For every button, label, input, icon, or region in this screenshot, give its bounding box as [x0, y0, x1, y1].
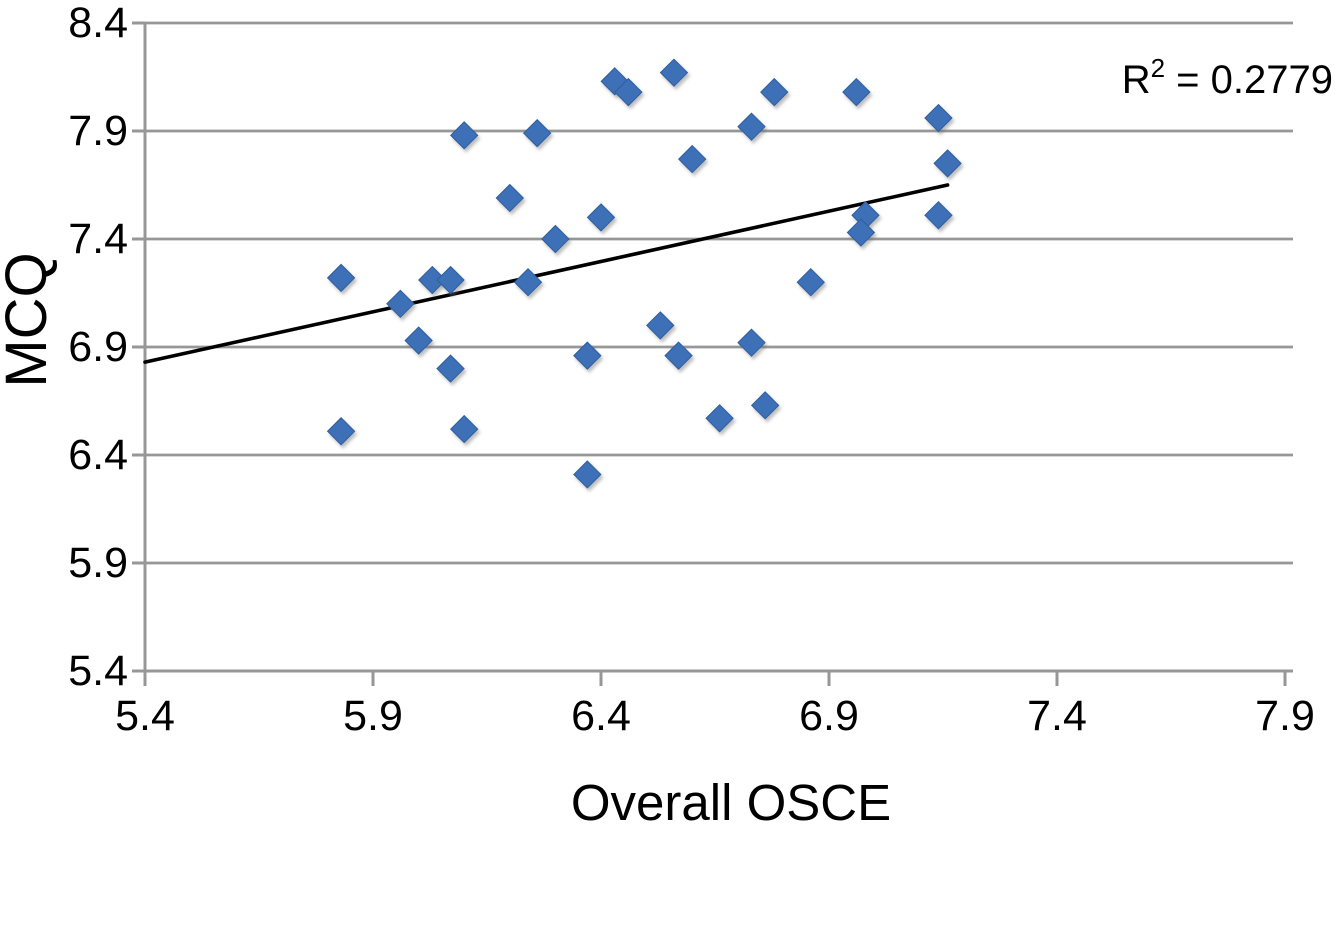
data-point [677, 144, 707, 174]
data-points [326, 58, 962, 489]
y-tick-label: 7.4 [68, 215, 128, 263]
data-point [449, 414, 479, 444]
data-point [705, 404, 734, 433]
x-tick-label: 7.9 [1255, 692, 1315, 740]
data-point [796, 267, 825, 297]
data-point [513, 267, 543, 297]
data-point [573, 341, 602, 370]
r-squared-base: R [1122, 58, 1151, 102]
gridlines [145, 21, 1293, 673]
r-squared-superscript: 2 [1151, 53, 1165, 83]
axes [132, 21, 1293, 686]
data-point [842, 77, 871, 107]
y-tick-label: 8.4 [68, 0, 128, 47]
x-tick-label: 7.4 [1027, 692, 1087, 740]
y-tick-labels: 8.4 7.9 7.4 6.9 6.4 5.9 5.4 [68, 0, 128, 695]
data-point [933, 149, 962, 178]
data-point [436, 265, 465, 295]
data-point [646, 311, 675, 340]
x-tick-labels: 5.4 5.9 6.4 6.9 7.4 7.9 [115, 692, 1315, 740]
data-point [573, 460, 602, 489]
r-squared-value: = 0.2779 [1165, 58, 1333, 102]
data-point [924, 201, 953, 230]
data-point [586, 203, 616, 232]
data-point [436, 354, 465, 383]
data-point [326, 263, 356, 293]
x-tick-label: 6.4 [571, 692, 631, 740]
x-tick-label: 5.4 [115, 692, 175, 740]
x-tick-label: 6.9 [799, 692, 859, 740]
r-squared-annotation: R2 = 0.2779 [1122, 53, 1333, 102]
data-point [750, 391, 780, 420]
y-tick-label: 6.4 [68, 431, 128, 479]
data-point [404, 326, 433, 355]
y-tick-label: 5.4 [68, 647, 128, 695]
data-point [326, 417, 356, 446]
data-point [737, 328, 766, 357]
data-point [659, 58, 689, 87]
trendline [143, 183, 950, 364]
data-point [449, 121, 479, 150]
y-tick-label: 6.9 [68, 323, 128, 371]
data-point [846, 218, 876, 247]
y-axis-title: MCQ [0, 252, 59, 387]
x-axis-title: Overall OSCE [571, 774, 891, 831]
data-point [386, 289, 415, 319]
data-point [495, 183, 525, 213]
y-tick-label: 7.9 [68, 107, 128, 155]
data-point [924, 103, 953, 133]
data-point [614, 77, 643, 107]
data-point [737, 112, 766, 141]
data-point [541, 224, 570, 254]
data-point [664, 341, 693, 370]
data-point [522, 118, 552, 148]
data-point [760, 77, 789, 107]
x-tick-label: 5.9 [343, 692, 403, 740]
y-tick-label: 5.9 [68, 539, 128, 587]
